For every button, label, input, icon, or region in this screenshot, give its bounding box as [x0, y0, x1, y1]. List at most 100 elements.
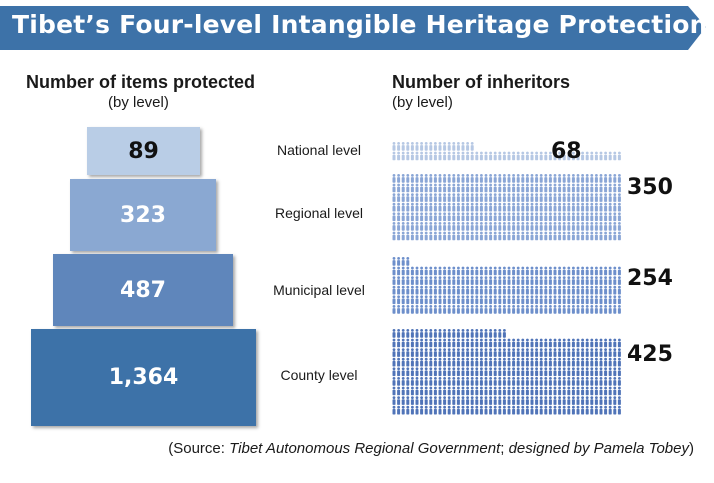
inheritor-icon-head [424, 377, 428, 380]
inheritor-icon-body [507, 225, 511, 231]
inheritor-icon-body [576, 177, 580, 183]
inheritor-icon-body [530, 370, 534, 377]
inheritor-icon-head [493, 386, 497, 390]
inheritor-icon-head [516, 405, 520, 409]
inheritor-icon-head [618, 367, 621, 371]
inheritor-icon-body [576, 186, 580, 193]
inheritor-icon-head [424, 357, 428, 361]
inheritor-icon-head [553, 183, 557, 187]
inheritor-icon-head [599, 174, 603, 177]
inheritor-icon-head [480, 329, 483, 332]
inheritor-icon-head [480, 386, 483, 390]
inheritor-icon-body [571, 196, 575, 202]
inheritor-icon-head [585, 151, 589, 155]
inheritor-icon-head [447, 405, 451, 409]
inheritor-icon-head [595, 348, 598, 351]
inheritor-icon-head [452, 142, 456, 145]
inheritor-icon-head [526, 222, 529, 225]
inheritor-icon-body [475, 225, 479, 231]
inheritor-icon-head [526, 193, 529, 197]
inheritor-icon-head [480, 202, 483, 206]
inheritor-icon-body [512, 225, 516, 231]
inheritor-icon-head [521, 348, 525, 351]
inheritor-icon-head [595, 183, 598, 187]
inheritor-icon-head [457, 174, 460, 177]
inheritor-icon-body [401, 399, 405, 405]
inheritor-icon-body [420, 177, 424, 183]
inheritor-icon-body [420, 196, 424, 202]
inheritor-icon-head [424, 231, 428, 235]
inheritor-icon-head [484, 357, 488, 361]
inheritor-icon-body [438, 234, 442, 241]
inheritor-icon-head [429, 231, 433, 235]
inheritor-icon-body [410, 332, 414, 338]
inheritor-icon-body [553, 380, 557, 386]
inheritor-icon-head [558, 151, 561, 155]
inheritor-icon-head [447, 285, 451, 289]
inheritor-icon-body [590, 308, 594, 314]
inheritor-icon-head [429, 266, 433, 270]
inheritor-icon-head [526, 377, 529, 380]
inheritor-icon-body [516, 234, 520, 241]
inheritor-icon-head [470, 151, 474, 155]
inheritor-icon-head [558, 386, 561, 390]
inheritor-icon-head [475, 285, 479, 289]
inheritor-icon-head [397, 377, 400, 380]
inheritor-icon-head [406, 405, 410, 409]
inheritor-icon-body [613, 360, 617, 367]
inheritor-icon-head [470, 183, 474, 187]
inheritor-icon-head [424, 142, 428, 145]
inheritor-icon-body [443, 360, 447, 367]
inheritor-icon-body [406, 260, 410, 266]
inheritor-icon-head [544, 367, 548, 371]
inheritor-icon-head [443, 276, 446, 279]
inheritor-icon-body [613, 234, 617, 241]
inheritor-icon-body [571, 234, 575, 241]
inheritor-icon-head [470, 193, 474, 197]
inheritor-icon-head [562, 377, 566, 380]
inheritor-icon-body [461, 154, 465, 161]
inheritor-icon-head [420, 405, 423, 409]
inheritor-icon-body [571, 279, 575, 285]
inheritor-icon-head [562, 386, 566, 390]
inheritor-icon-head [599, 405, 603, 409]
inheritor-icon-head [572, 285, 575, 289]
inheritor-value-regional: 350 [627, 175, 673, 200]
inheritor-icon-head [539, 396, 543, 399]
inheritor-icon-head [553, 367, 557, 371]
inheritor-icon-body [590, 205, 594, 212]
inheritor-icon-body [443, 380, 447, 386]
inheritor-icon-body [475, 288, 479, 295]
inheritor-icon-head [466, 377, 469, 380]
inheritor-icon-head [572, 386, 575, 390]
inheritor-icon-body [617, 186, 621, 193]
inheritor-icon-body [498, 408, 502, 415]
inheritor-icon-head [595, 357, 598, 361]
inheritor-icon-head [434, 193, 437, 197]
inheritor-icon-head [466, 329, 469, 332]
inheritor-icon-head [549, 348, 552, 351]
inheritor-icon-body [447, 298, 451, 305]
inheritor-icon-head [489, 405, 492, 409]
inheritor-icon-head [558, 295, 561, 299]
inheritor-icon-head [512, 405, 515, 409]
inheritor-icon-body [433, 351, 437, 357]
inheritor-icon-body [608, 225, 612, 231]
inheritor-icon-head [480, 151, 483, 155]
inheritor-icon-head [452, 151, 456, 155]
inheritor-icon-head [507, 266, 511, 270]
chart-title: Tibet’s Four-level Intangible Heritage P… [12, 10, 708, 39]
inheritor-icon-body [420, 279, 424, 285]
inheritor-icon-head [539, 276, 543, 279]
inheritor-icon-head [452, 348, 456, 351]
inheritor-icon-head [461, 357, 465, 361]
inheritor-icon-head [411, 386, 414, 390]
inheritor-icon-head [604, 367, 607, 371]
inheritor-icon-head [411, 276, 414, 279]
inheritor-icon-head [401, 193, 405, 197]
inheritor-icon-head [608, 151, 612, 155]
inheritor-icon-body [576, 269, 580, 276]
inheritor-icon-body [608, 234, 612, 241]
inheritor-icon-body [443, 215, 447, 222]
inheritor-icon-body [489, 332, 493, 338]
